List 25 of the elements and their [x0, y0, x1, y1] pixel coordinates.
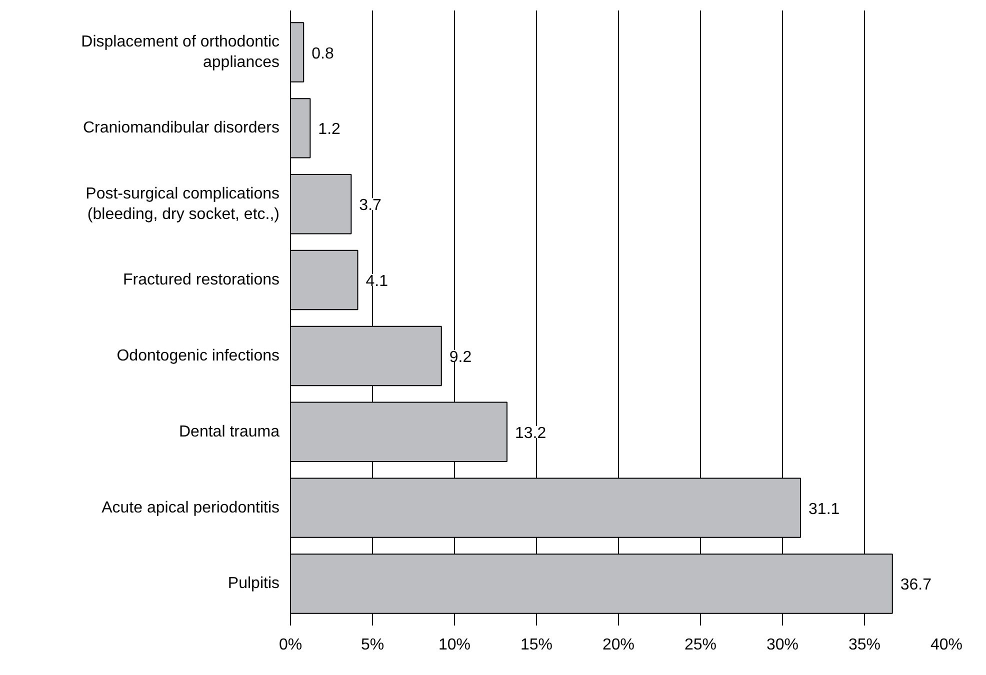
data-label: 31.1: [808, 500, 840, 518]
data-label: 4.1: [366, 273, 388, 290]
y-tick-label: Displacement of orthodontic appliances: [81, 34, 280, 71]
data-label: 9.2: [449, 348, 472, 366]
data-label: 0.8: [312, 45, 334, 62]
x-tick-label: 40%: [930, 636, 963, 654]
y-tick-label: Acute apical periodontitis: [102, 499, 280, 516]
data-label: 1.2: [318, 121, 341, 138]
x-tick-label: 30%: [766, 636, 799, 654]
x-tick-label: 20%: [602, 636, 635, 654]
x-tick-label: 0%: [278, 636, 302, 654]
y-tick-label: Odontogenic infections: [116, 347, 280, 364]
y-tick-label: Fractured restorations: [122, 272, 280, 289]
data-label: 3.7: [359, 197, 382, 214]
x-tick-label: 35%: [848, 636, 881, 654]
y-tick-label: Pulpitis: [228, 575, 280, 592]
x-tick-label: 15%: [520, 636, 553, 654]
data-label: 13.2: [514, 424, 546, 442]
x-tick-label: 10%: [438, 636, 471, 654]
x-tick-label: 5%: [360, 636, 384, 654]
y-tick-label: Post-surgical complications (bleeding, dry socket, etc.,): [86, 185, 280, 223]
y-tick-label: Craniomandibular disorders: [82, 120, 280, 137]
y-tick-label: Dental trauma: [179, 423, 280, 440]
data-label: 36.7: [900, 576, 932, 594]
x-tick-label: 25%: [684, 636, 717, 654]
